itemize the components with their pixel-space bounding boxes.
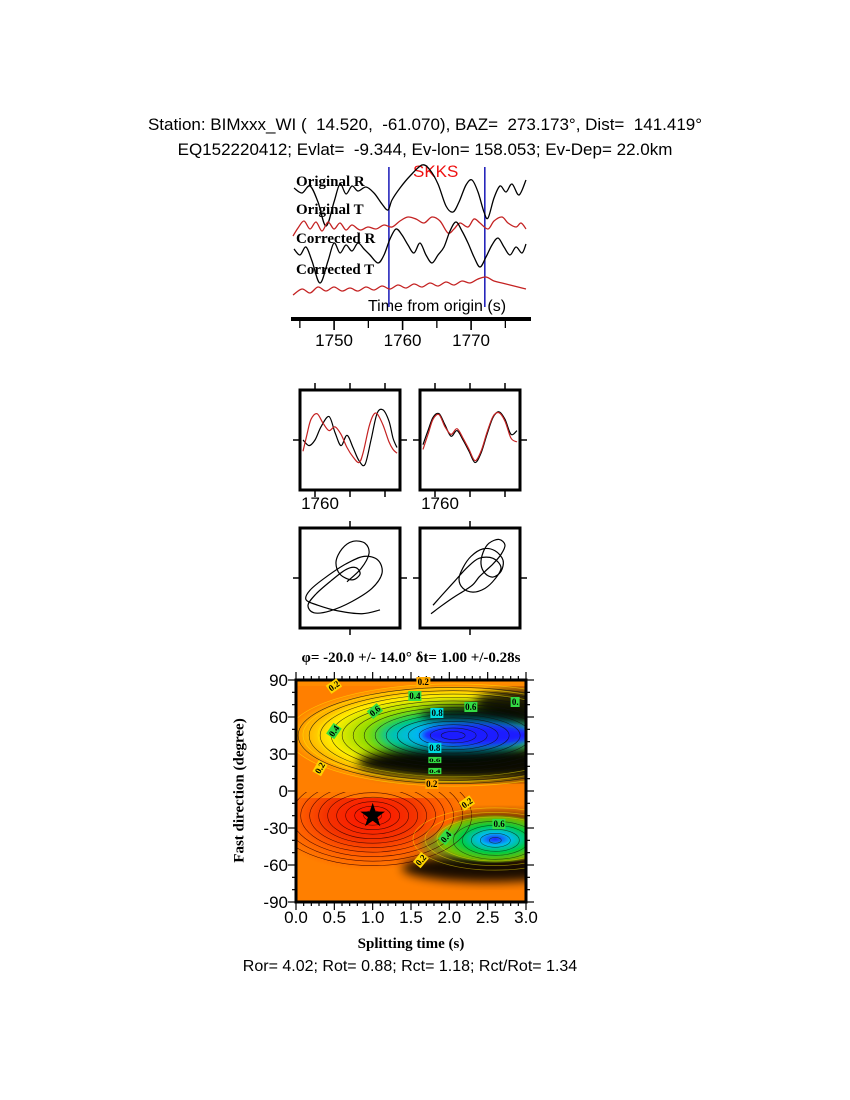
time-axis-title: Time from origin (s): [367, 298, 507, 315]
trace-label-0: Original R: [296, 174, 365, 190]
fast-direction-tick-label: 0: [278, 782, 288, 801]
particle-motion-corrected-particle motion: [430, 538, 506, 615]
trace-corrected-t: [292, 276, 527, 296]
splitting-time-tick-label: 0.5: [322, 908, 347, 927]
contour-label: 0.6: [366, 702, 384, 719]
fast-direction-tick-label: -30: [263, 819, 288, 838]
contour-label: 0.2: [312, 759, 328, 776]
time-axis: [291, 317, 531, 330]
contour-label: 0.8: [430, 708, 444, 719]
contour-label: 0.2: [425, 778, 439, 789]
error-surface-title: φ= -20.0 +/- 14.0° δt= 1.00 +/-0.28s: [301, 650, 521, 666]
fast-slow-waveforms-original-box: [298, 388, 402, 492]
contour-label: 0.6: [492, 819, 506, 830]
fast-direction-tick-label: 90: [269, 671, 288, 690]
splitting-time-tick-label: 0.0: [284, 908, 308, 927]
contour-label: 0.6: [464, 702, 478, 713]
error-surface-fill: [294, 678, 528, 904]
trace-original-t: [292, 216, 527, 237]
particle-motion-original-particle motion: [305, 540, 383, 615]
splitting-time-tick-label: 3.0: [514, 908, 538, 927]
time-tick-label: 1760: [383, 331, 422, 350]
time-tick-label: 1770: [452, 331, 490, 350]
contour-label: 0.2: [326, 678, 343, 695]
contour-label: 0.8: [428, 742, 442, 753]
box-time-label: 1760: [301, 494, 339, 513]
splitting-time-tick-label: 1.0: [360, 908, 385, 927]
fast-direction-tick-label: 60: [269, 708, 288, 727]
trace-original-r: [293, 164, 527, 227]
contour-label: 0.2: [416, 677, 430, 688]
contour-label: 0.4: [326, 722, 343, 739]
error-surface-ticks: [288, 672, 534, 910]
fast-slow-waveforms-corrected-fast: [422, 411, 518, 464]
particle-motion-original-box: [298, 526, 402, 630]
phase-label: SKKS: [413, 162, 459, 181]
contour-label: 0.: [510, 697, 520, 708]
splitting-time-tick-label: 1.5: [399, 908, 423, 927]
time-axis-line: [291, 317, 531, 321]
splitting-time-tick-label: 2.5: [475, 908, 500, 927]
header-event-line: EQ152220412; Evlat= -9.344, Ev-lon= 158.…: [177, 140, 673, 159]
results-line: Ror= 4.02; Rot= 0.88; Rct= 1.18; Rct/Rot…: [242, 958, 578, 975]
contour-label: 0.4: [408, 691, 422, 702]
fast-direction-tick-label: -90: [263, 893, 288, 912]
seismogram-traces: [292, 164, 527, 307]
contour-label: 0.6: [428, 757, 442, 764]
waveform-and-particle-motion-boxes: [293, 383, 527, 635]
contour-label: 0.4: [428, 768, 442, 775]
contour-label: 0.2: [458, 795, 476, 812]
fast-direction-tick-label: -60: [263, 856, 288, 875]
trace-label-3: Corrected T: [296, 262, 375, 278]
trace-label-2: Corrected R: [296, 231, 376, 247]
trace-corrected-r: [293, 221, 527, 284]
fast-slow-waveforms-corrected-slow: [422, 411, 518, 462]
fast-direction-tick-label: 30: [269, 745, 288, 764]
fast-slow-waveforms-original-slow: [302, 412, 398, 464]
fast-slow-waveforms-original-fast: [302, 408, 398, 467]
time-tick-label: 1750: [315, 331, 353, 350]
contour-label: 0.4: [438, 828, 455, 845]
splitting-time-tick-label: 2.0: [437, 908, 462, 927]
particle-motion-corrected-box: [418, 526, 522, 630]
contour-label: 0.2: [412, 851, 430, 869]
header-station-line: Station: BIMxxx_WI ( 14.520, -61.070), B…: [147, 115, 703, 134]
box-time-label: 1760: [421, 494, 459, 513]
x-axis-title: Splitting time (s): [357, 936, 465, 952]
best-fit-star-marker: [360, 802, 385, 827]
trace-label-1: Original T: [296, 202, 364, 218]
fast-slow-waveforms-corrected-box: [418, 388, 522, 492]
